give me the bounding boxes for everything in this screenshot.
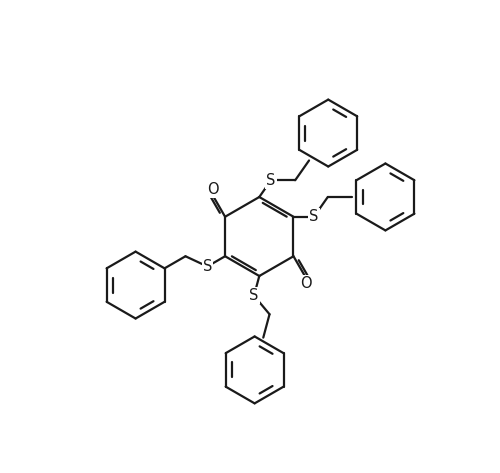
Text: O: O <box>207 182 219 197</box>
Text: S: S <box>202 259 212 274</box>
Text: S: S <box>250 288 258 303</box>
Text: S: S <box>266 173 276 188</box>
Text: O: O <box>300 276 312 291</box>
Text: S: S <box>310 209 318 224</box>
